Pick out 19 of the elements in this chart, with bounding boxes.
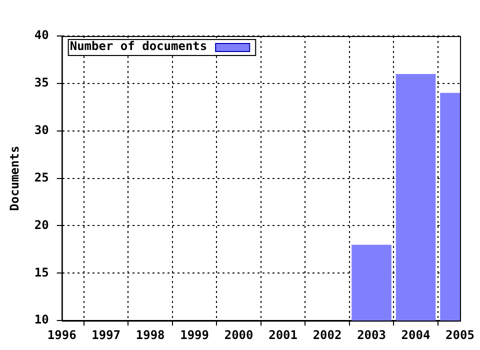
y-tick-label: 10 [34, 312, 49, 327]
x-tick-label: 2001 [268, 328, 298, 342]
x-tick-label: 1996 [47, 328, 76, 342]
x-tick-label: 2004 [401, 328, 430, 342]
y-tick-label: 20 [34, 218, 49, 232]
y-tick-label: 15 [34, 265, 49, 280]
x-tick-label: 2003 [357, 328, 386, 342]
x-tick-label: 2002 [312, 328, 342, 342]
y-axis-title: Documents [7, 146, 22, 211]
x-tick-label: 2000 [224, 328, 254, 342]
y-tick-label: 35 [34, 76, 49, 90]
x-tick-label: 2005 [446, 328, 474, 342]
y-tick-label: 30 [34, 122, 49, 137]
y-tick-label: 25 [34, 170, 49, 184]
legend-label: Number of documents [70, 39, 208, 54]
x-tick-label: 1998 [136, 328, 165, 342]
x-tick-label: 1997 [92, 328, 121, 342]
x-tick-label: 1999 [180, 328, 210, 342]
y-tick-label: 40 [34, 28, 49, 42]
